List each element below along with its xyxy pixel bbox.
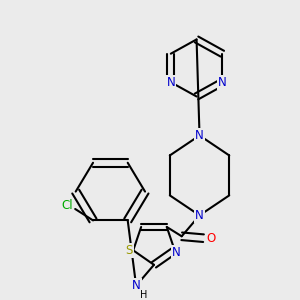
Text: S: S — [126, 244, 133, 257]
Text: H: H — [140, 290, 148, 300]
Text: N: N — [195, 209, 204, 222]
Text: N: N — [132, 279, 140, 292]
Text: O: O — [207, 232, 216, 245]
Text: N: N — [167, 76, 175, 89]
Text: N: N — [172, 246, 181, 259]
Text: Cl: Cl — [61, 199, 73, 212]
Text: N: N — [218, 76, 227, 89]
Text: N: N — [195, 129, 204, 142]
